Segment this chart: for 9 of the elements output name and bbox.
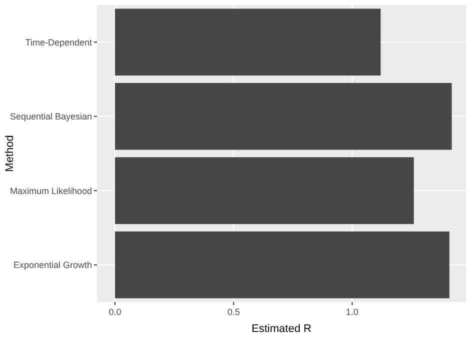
y-tick-label: Exponential Growth (13, 260, 92, 270)
x-axis-title: Estimated R (252, 323, 312, 335)
x-tick-label: 0.0 (108, 307, 122, 317)
y-tick-label: Maximum Likelihood (10, 186, 92, 196)
y-tick-label: Time-Dependent (25, 37, 92, 48)
x-tick-label: 0.5 (227, 307, 240, 317)
y-axis-title: Method (4, 135, 16, 172)
x-tick-label: 1.0 (346, 307, 358, 317)
y-tick-label: Sequential Bayesian (10, 112, 92, 122)
